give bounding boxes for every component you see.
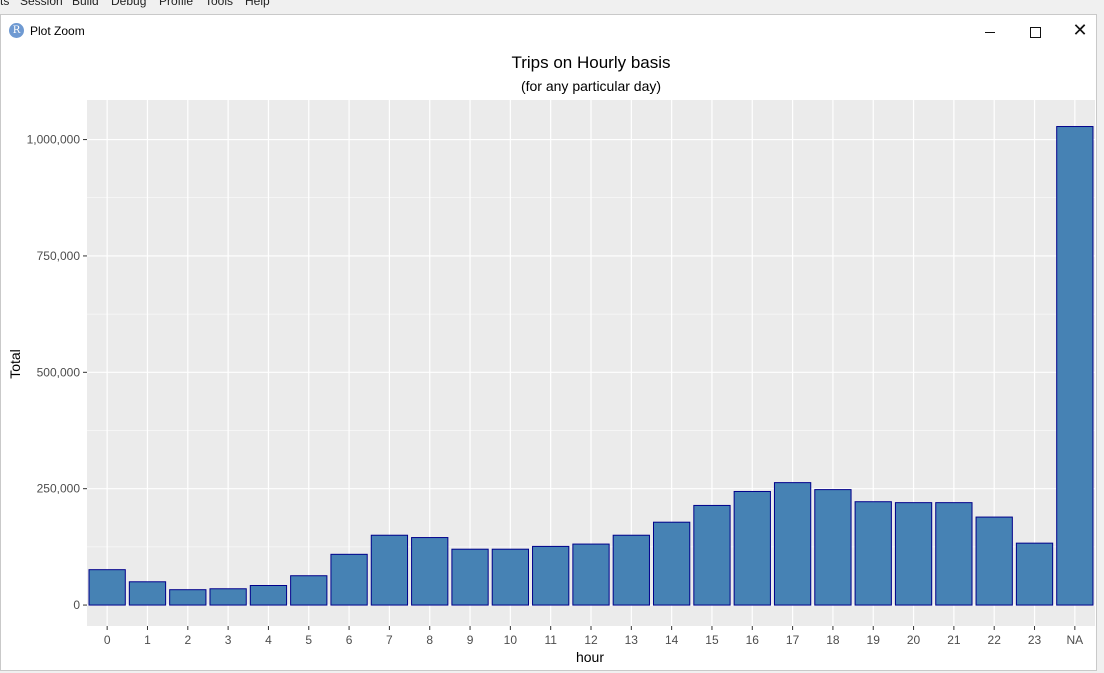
menu-item-debug[interactable]: Debug xyxy=(111,0,147,8)
bar-hour-14 xyxy=(652,521,691,606)
menu-item-plots[interactable]: ts xyxy=(0,0,10,8)
menu-item-build[interactable]: Build xyxy=(72,0,99,8)
bar-hour-4 xyxy=(249,585,288,606)
x-tick-label: 16 xyxy=(746,633,760,647)
app-menubar: ts Session Build Debug Profile Tools Hel… xyxy=(0,0,1104,14)
x-tick-label: 12 xyxy=(584,633,598,647)
bar-hour-12 xyxy=(572,543,610,606)
bar-hour-8 xyxy=(411,537,449,606)
r-logo-icon: R xyxy=(9,23,24,38)
x-tick-label: 7 xyxy=(386,633,393,647)
x-tick-label: 5 xyxy=(305,633,312,647)
x-tick-label: 8 xyxy=(426,633,433,647)
y-tick-label: 750,000 xyxy=(37,249,81,263)
bar-hour-23 xyxy=(1015,542,1054,606)
x-axis-label: hour xyxy=(576,649,604,665)
x-tick-label: 14 xyxy=(665,633,679,647)
bar-hour-22 xyxy=(975,516,1013,606)
x-tick-label: 22 xyxy=(988,633,1002,647)
bar-hour-19 xyxy=(854,501,892,606)
bar-hour-6 xyxy=(330,553,368,606)
x-tick-label: 17 xyxy=(786,633,800,647)
x-tick-label: 18 xyxy=(826,633,840,647)
close-button[interactable]: ✕ xyxy=(1057,15,1103,47)
x-tick-label: 10 xyxy=(504,633,518,647)
x-tick-label: 20 xyxy=(907,633,921,647)
x-tick-label: 1 xyxy=(144,633,151,647)
window-title: Plot Zoom xyxy=(30,24,85,38)
bar-hour-7 xyxy=(370,534,409,606)
bar-hour-5 xyxy=(290,575,328,606)
minimize-button[interactable] xyxy=(967,15,1013,47)
x-tick-label: 0 xyxy=(104,633,111,647)
chart-title: Trips on Hourly basis xyxy=(511,53,670,72)
bar-hour-13 xyxy=(612,534,650,606)
x-tick-label: 3 xyxy=(225,633,232,647)
y-tick-label: 1,000,000 xyxy=(27,133,81,147)
x-tick-label: NA xyxy=(1067,633,1084,647)
maximize-button[interactable] xyxy=(1012,15,1058,47)
menu-item-profile[interactable]: Profile xyxy=(159,0,194,8)
bar-hour-16 xyxy=(733,490,771,606)
x-tick-label: 21 xyxy=(947,633,961,647)
bar-hour-3 xyxy=(209,588,247,606)
x-tick-label: 15 xyxy=(705,633,719,647)
maximize-icon xyxy=(1029,26,1041,38)
y-tick-label: 0 xyxy=(73,598,80,612)
y-axis-label: Total xyxy=(7,349,23,379)
menu-item-session[interactable]: Session xyxy=(20,0,63,8)
bar-hour-20 xyxy=(894,502,933,606)
bar-hour-0 xyxy=(88,569,126,606)
window-edge xyxy=(1097,14,1104,673)
bar-hour-21 xyxy=(935,502,973,606)
close-icon: ✕ xyxy=(1072,20,1088,41)
bar-hour-9 xyxy=(451,548,489,606)
x-tick-label: 19 xyxy=(867,633,881,647)
bar-hour-NA xyxy=(1056,126,1094,606)
chart-subtitle: (for any particular day) xyxy=(521,78,661,94)
y-tick-label: 500,000 xyxy=(37,365,81,379)
menu-item-tools[interactable]: Tools xyxy=(205,0,234,8)
bar-hour-11 xyxy=(532,545,570,606)
bar-hour-17 xyxy=(773,482,812,606)
x-tick-label: 13 xyxy=(625,633,639,647)
x-tick-label: 11 xyxy=(544,633,557,647)
window-titlebar[interactable]: R Plot Zoom ✕ xyxy=(1,15,1096,47)
bar-hour-15 xyxy=(693,504,731,606)
bar-hour-2 xyxy=(169,589,207,606)
x-tick-label: 4 xyxy=(265,633,272,647)
minimize-icon xyxy=(985,31,995,33)
bar-hour-18 xyxy=(814,489,852,606)
x-tick-label: 9 xyxy=(467,633,474,647)
x-tick-label: 6 xyxy=(346,633,353,647)
menu-item-help[interactable]: Help xyxy=(245,0,270,8)
bar-hour-10 xyxy=(491,548,530,606)
x-tick-label: 2 xyxy=(184,633,191,647)
bar-hour-1 xyxy=(128,581,167,606)
x-tick-label: 23 xyxy=(1028,633,1042,647)
y-tick-label: 250,000 xyxy=(37,482,81,496)
